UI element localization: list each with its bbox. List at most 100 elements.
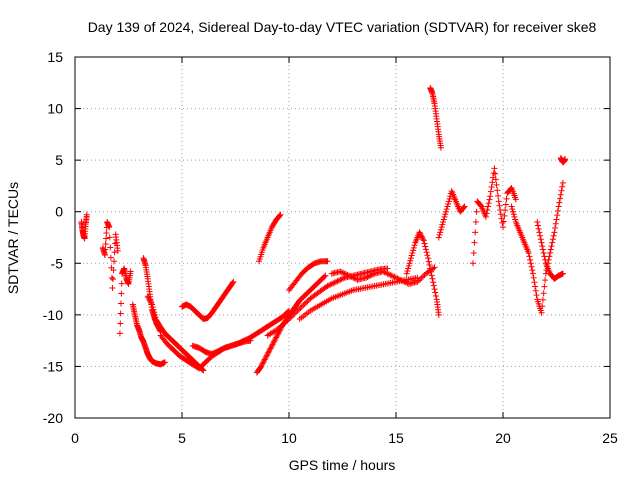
data-point (297, 304, 304, 311)
data-point (502, 201, 509, 208)
data-point (271, 337, 278, 344)
data-point (409, 249, 416, 256)
data-point (470, 260, 477, 267)
data-point (109, 285, 116, 292)
data-point (149, 304, 156, 311)
data-point (445, 200, 452, 207)
data-point (497, 211, 504, 218)
data-point (284, 317, 291, 324)
axis-ticks: 0 5 10 15 20 25 -20 -15 -10 -5 0 5 10 15 (43, 49, 618, 446)
data-point (395, 276, 402, 283)
x-tick-label: 20 (495, 430, 511, 446)
data-point (277, 211, 284, 218)
data-point (556, 199, 563, 206)
data-point (559, 270, 566, 277)
data-point (118, 300, 125, 307)
data-point (288, 313, 295, 320)
data-point (266, 348, 273, 355)
data-point (340, 269, 347, 276)
data-point (118, 290, 125, 297)
series-track-h (179, 278, 237, 322)
data-point (446, 195, 453, 202)
data-point (263, 353, 270, 360)
series-track-j (253, 272, 329, 376)
data-point (537, 236, 544, 243)
data-point (503, 195, 510, 202)
series-track-p (403, 229, 442, 318)
y-axis-label: SDTVAR / TECUs (5, 182, 21, 294)
data-point (530, 274, 537, 281)
data-point (149, 301, 156, 308)
data-point (487, 193, 494, 200)
data-point (470, 249, 477, 256)
data-point (529, 270, 536, 277)
data-point (508, 203, 515, 210)
data-point (385, 271, 392, 278)
data-point (304, 298, 311, 305)
data-point (276, 212, 283, 219)
data-point (418, 274, 425, 281)
data-point (152, 314, 159, 321)
data-point (367, 272, 374, 279)
y-tick-label: 15 (47, 49, 63, 65)
data-point (492, 176, 499, 183)
data-point (150, 306, 157, 313)
data-point (265, 349, 272, 356)
data-point (442, 208, 449, 215)
data-point (290, 311, 297, 318)
data-point (501, 212, 508, 219)
data-point (260, 359, 267, 366)
data-point (416, 229, 423, 236)
data-point (559, 179, 566, 186)
data-point (502, 207, 509, 214)
data-point (492, 170, 499, 177)
data-point (407, 257, 414, 264)
data-point (430, 279, 437, 286)
data-point (335, 277, 342, 284)
data-point (432, 292, 439, 299)
data-point (430, 282, 437, 289)
data-point (423, 249, 430, 256)
data-point (551, 229, 558, 236)
data-point (562, 156, 569, 163)
x-tick-label: 0 (71, 430, 79, 446)
data-point (394, 275, 401, 282)
data-point (350, 274, 357, 281)
data-point (549, 239, 556, 246)
data-point (286, 315, 292, 322)
data-point (415, 277, 422, 284)
data-point (538, 239, 545, 246)
data-point (384, 270, 391, 277)
data-point (273, 333, 280, 340)
data-point (337, 276, 344, 283)
data-point (102, 246, 109, 253)
data-point (347, 273, 354, 280)
data-point (301, 300, 308, 307)
data-point (422, 243, 429, 250)
data-point (525, 249, 532, 256)
data-point (321, 273, 328, 280)
data-point (489, 179, 496, 186)
data-point (322, 272, 329, 279)
data-point (420, 236, 427, 243)
data-point (428, 272, 435, 279)
data-point (437, 226, 444, 233)
x-tick-label: 25 (602, 430, 618, 446)
data-point (491, 165, 498, 172)
data-point (337, 268, 344, 275)
data-point (338, 269, 345, 276)
data-point (117, 320, 124, 327)
data-point (259, 360, 266, 367)
data-point (484, 206, 491, 213)
data-point (380, 268, 387, 275)
data-point (83, 211, 90, 218)
data-point (274, 331, 281, 338)
data-point (557, 191, 564, 198)
series-track-k (256, 211, 284, 265)
data-point (325, 282, 332, 289)
data-point (107, 254, 114, 261)
data-point (444, 203, 451, 210)
data-point (552, 220, 559, 227)
data-point (494, 187, 501, 194)
data-point (148, 300, 155, 307)
